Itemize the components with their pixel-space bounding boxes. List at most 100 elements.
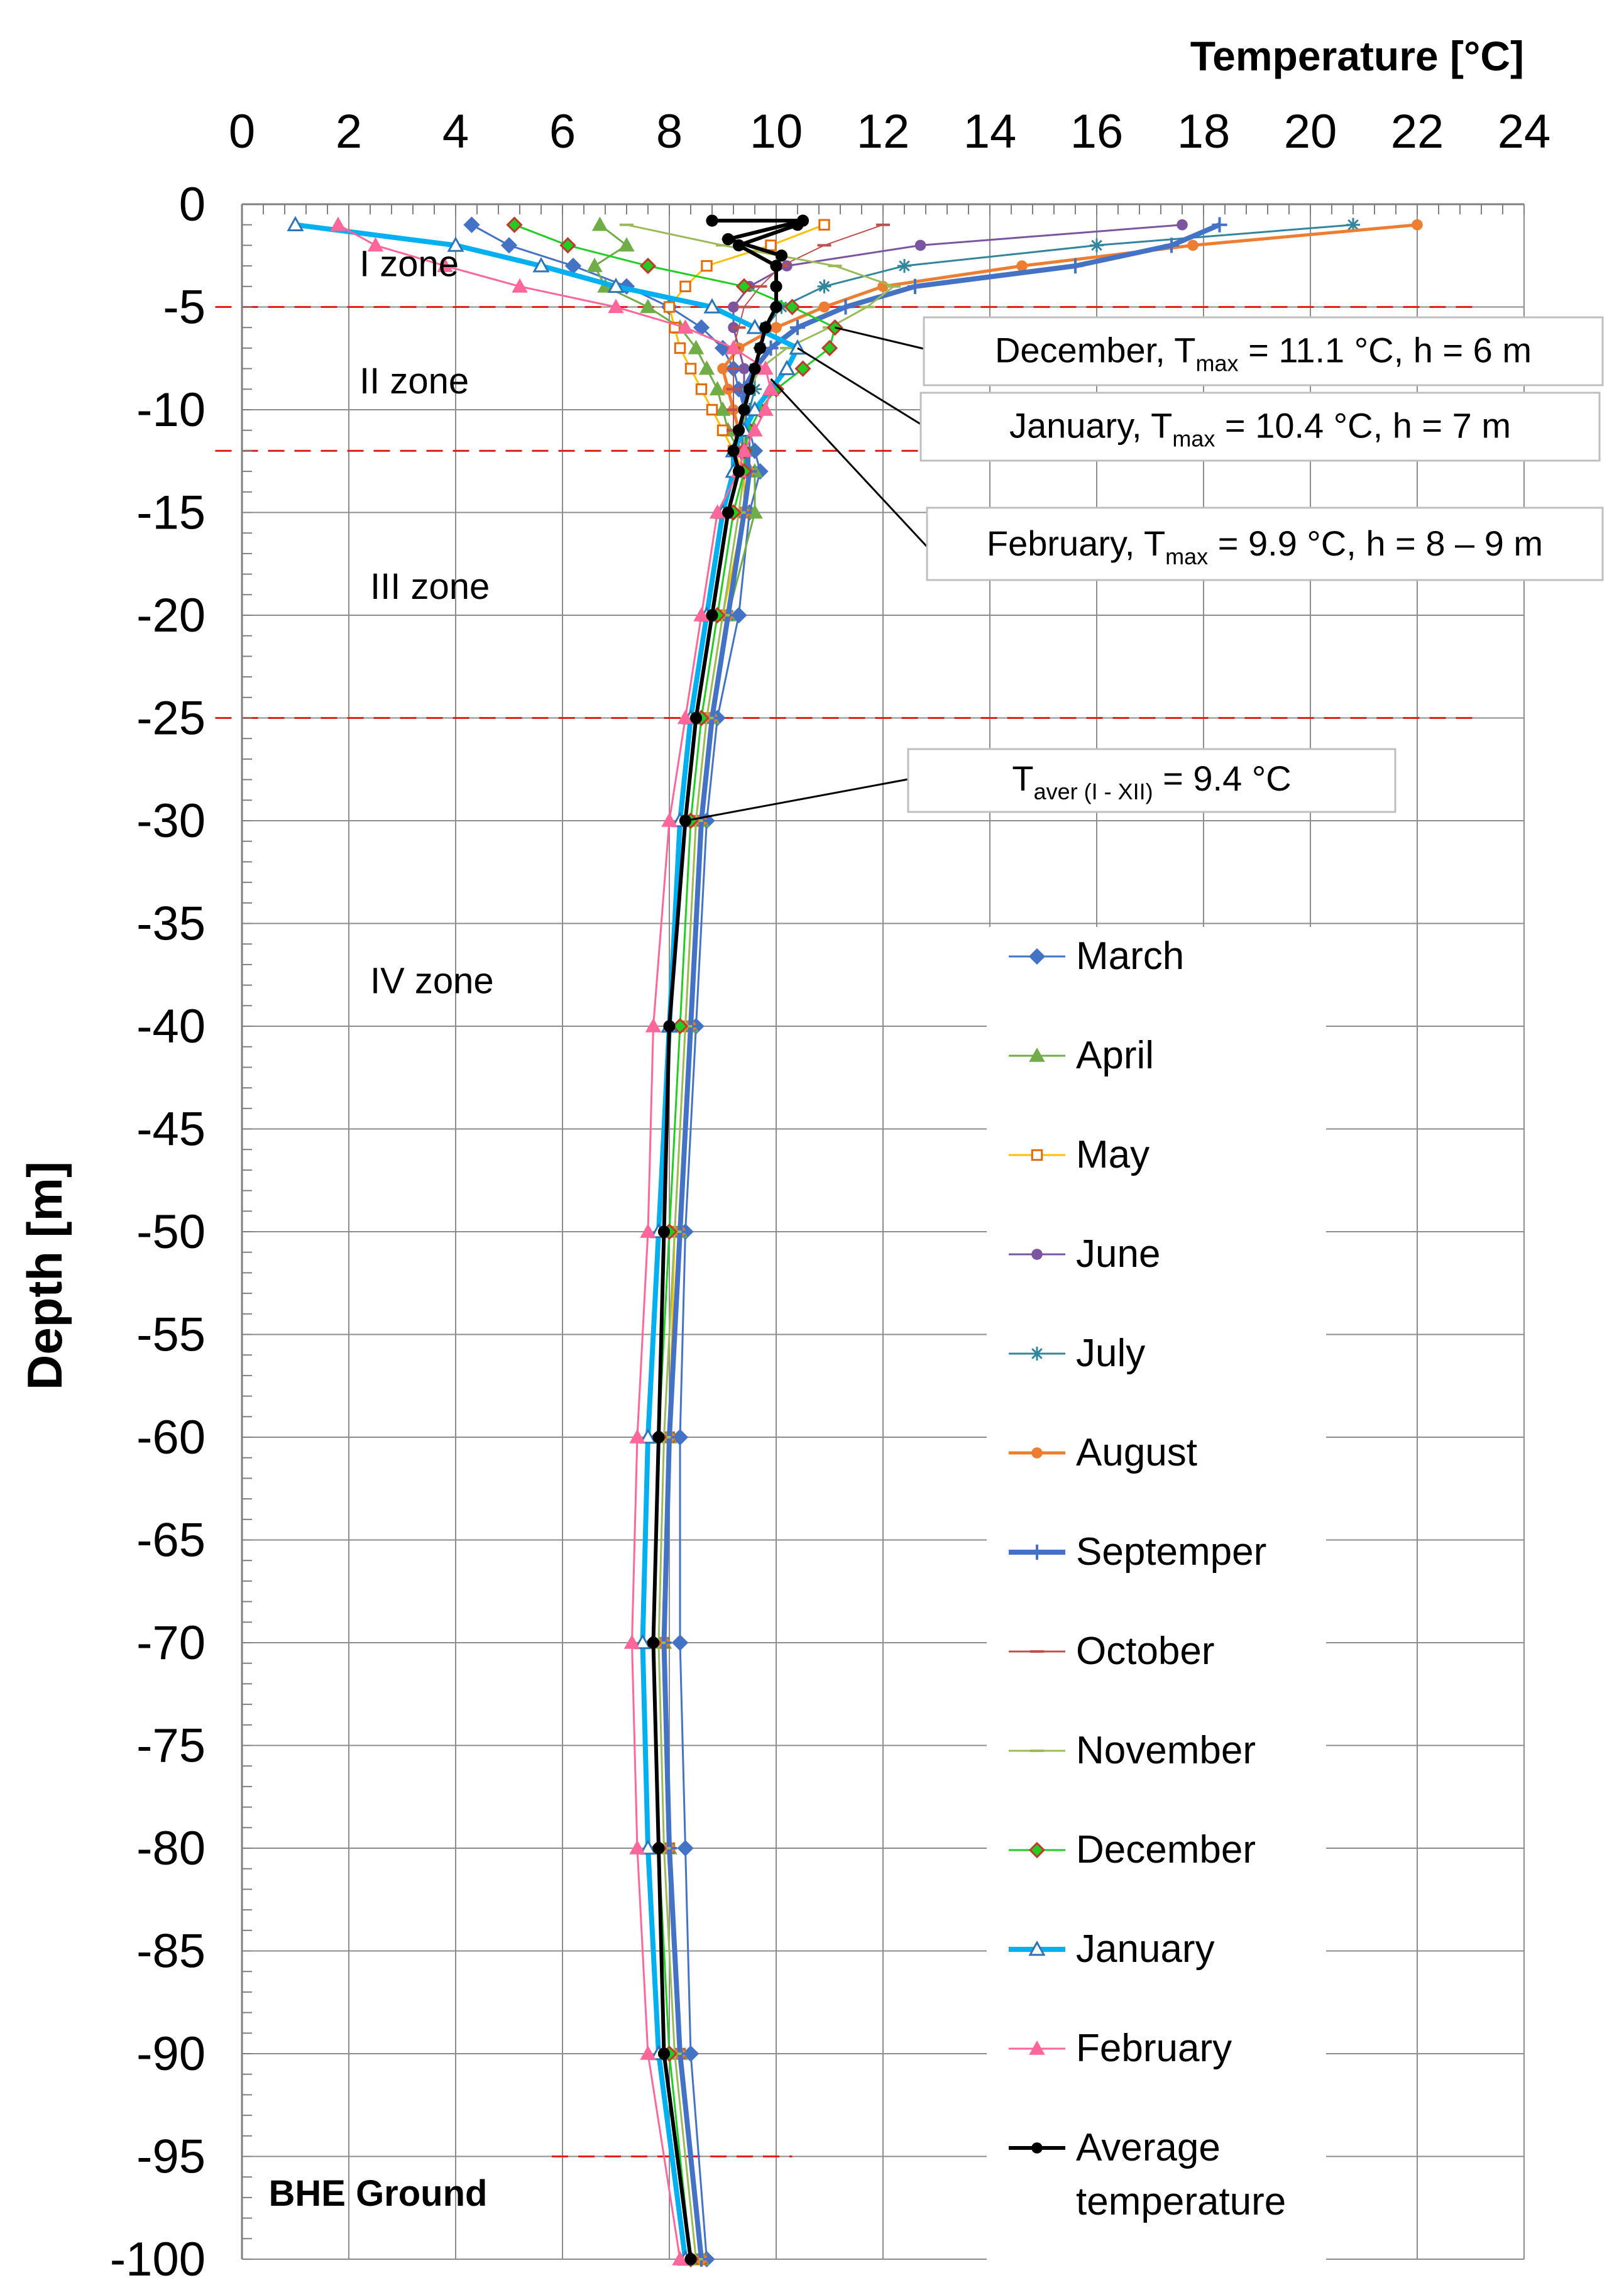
data-point-marker (684, 363, 697, 375)
y-axis-title: Depth [m] (17, 1161, 72, 1390)
data-point-marker (770, 260, 782, 272)
y-tick-label: -25 (136, 692, 206, 745)
legend-label: Septemper (1076, 1530, 1266, 1574)
legend-item: May (1009, 1133, 1149, 1176)
data-point-marker (367, 237, 384, 252)
data-point-marker (463, 216, 480, 233)
data-point-marker (759, 321, 772, 334)
data-point-marker (754, 342, 767, 354)
data-point-marker (907, 278, 923, 294)
x-tick-label: 10 (750, 105, 803, 158)
data-point-marker (738, 403, 750, 416)
legend-label: June (1076, 1232, 1160, 1276)
data-point-marker (701, 260, 713, 272)
data-point-marker (735, 278, 753, 295)
data-point-marker (778, 359, 796, 375)
data-point-marker (775, 249, 788, 262)
data-point-marker (721, 233, 735, 246)
x-tick-label: 4 (442, 105, 469, 158)
data-point-marker (684, 2253, 697, 2265)
data-point-marker (674, 342, 686, 354)
data-point-marker (1067, 258, 1084, 274)
data-point-marker (639, 1839, 657, 1855)
y-tick-label: -45 (136, 1103, 206, 1156)
legend-label: August (1076, 1431, 1197, 1474)
legend-item: April (1009, 1034, 1154, 1077)
legend-label: March (1076, 934, 1184, 978)
series-line (337, 224, 772, 2260)
y-tick-label: -75 (136, 1719, 206, 1773)
x-tick-label: 24 (1498, 105, 1551, 158)
legend-item: Average temperature (1009, 2126, 1286, 2223)
data-point-marker (762, 381, 779, 396)
series-line (295, 222, 800, 2260)
series-line (471, 224, 761, 2260)
data-point-marker (639, 1428, 657, 1444)
data-point-marker (677, 319, 694, 334)
legend-background (987, 927, 1326, 2284)
legend-item: January (1009, 1927, 1215, 1971)
legend-label: December (1076, 1828, 1256, 1871)
legend-label: January (1076, 1927, 1215, 1971)
data-point-marker (647, 1636, 660, 1649)
data-point-marker (634, 1633, 652, 1650)
zone-labels: I zone II zone III zone IV zone BHE Ground (269, 243, 494, 2214)
annotation-feb: February, Tmax = 9.9 °C, h = 8 – 9 m (770, 378, 1604, 581)
data-point-marker (727, 444, 740, 457)
annotation-box (919, 392, 1601, 462)
data-point-marker (770, 300, 782, 314)
data-point-marker (706, 609, 718, 622)
data-point-marker (1177, 219, 1188, 231)
legend: March April May June July August Septemper Octo… (987, 927, 1326, 2284)
data-point-marker (1163, 238, 1180, 253)
annotation-leader (835, 326, 924, 350)
x-tick-label: 20 (1284, 105, 1337, 158)
data-point-marker (1028, 1841, 1046, 1859)
data-point-marker (672, 2250, 688, 2265)
legend-item: February (1009, 2027, 1232, 2070)
data-point-marker (1412, 219, 1423, 231)
data-point-marker (1031, 1447, 1043, 1459)
annotation-box (907, 748, 1396, 813)
data-point-marker (330, 216, 346, 231)
annotation-text: December, Tmax = 11.1 °C, h = 6 m (995, 330, 1532, 376)
data-point-marker (618, 237, 635, 252)
data-point-marker (715, 401, 731, 416)
zone-label: IV zone (370, 961, 494, 1002)
legend-item: July (1009, 1332, 1145, 1375)
series-line (661, 222, 1221, 2260)
y-tick-label: -100 (110, 2233, 206, 2286)
data-point-marker (1212, 217, 1227, 233)
zone-label: I zone (359, 243, 459, 284)
x-tick-label: 16 (1070, 105, 1124, 158)
data-point-marker (746, 400, 764, 417)
data-point-marker (591, 216, 608, 231)
data-point-marker (721, 506, 735, 519)
legend-label: May (1076, 1133, 1149, 1176)
data-point-marker (818, 219, 830, 231)
data-point-marker (1030, 1347, 1044, 1361)
annotation-dec: December, Tmax = 11.1 °C, h = 6 m (835, 316, 1604, 386)
data-point-marker (671, 1428, 689, 1446)
data-point-marker (794, 360, 811, 377)
data-point-marker (1187, 239, 1199, 251)
data-point-marker (784, 299, 801, 315)
y-tick-label: -20 (136, 589, 206, 642)
annotations: December, Tmax = 11.1 °C, h = 6 m January… (685, 316, 1604, 822)
data-point-marker (717, 363, 728, 375)
x-tick-label: 2 (336, 105, 362, 158)
data-point-marker (757, 401, 774, 416)
data-point-marker (506, 216, 523, 233)
x-tick-label: 18 (1177, 105, 1231, 158)
legend-label: July (1076, 1332, 1145, 1375)
annotation-text: January, Tmax = 10.4 °C, h = 7 m (1009, 405, 1511, 451)
series-lines (287, 214, 1423, 2268)
data-point-marker (725, 339, 742, 354)
data-point-marker (817, 279, 831, 293)
data-point-marker (730, 606, 747, 624)
data-point-marker (789, 320, 806, 336)
legend-item: November (1009, 1729, 1256, 1772)
x-axis-title: Temperature [°C] (1190, 33, 1524, 79)
y-tick-label: -5 (163, 281, 206, 334)
y-tick-label: -35 (136, 897, 206, 951)
